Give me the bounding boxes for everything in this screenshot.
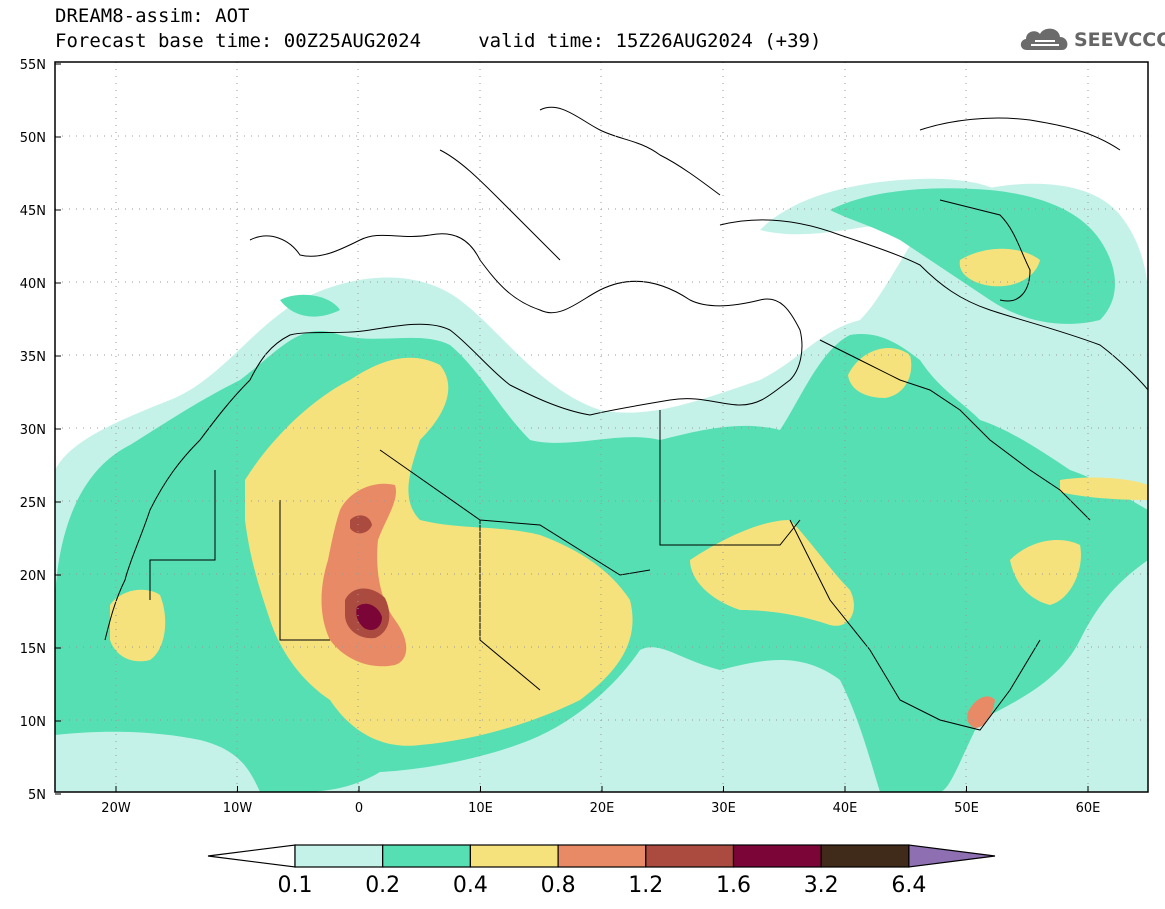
lon-label-0: 0 <box>355 801 363 816</box>
colorbar-label: 0.1 <box>278 873 313 898</box>
lat-label-25n: 25N <box>20 496 46 511</box>
colorbar-label: 6.4 <box>891 873 926 898</box>
lon-label-40e: 40E <box>833 801 858 816</box>
colorbar-swatch-2 <box>382 844 472 868</box>
logo-text: SEEVCCC <box>1074 29 1165 51</box>
aot-colorbar <box>207 844 996 868</box>
colorbar-swatch-4 <box>557 844 647 868</box>
lon-label-30e: 30E <box>711 801 736 816</box>
coastlines-and-borders <box>104 106 1148 731</box>
map-title: DREAM8-assim: AOT <box>55 5 250 27</box>
lon-label-10e: 10E <box>468 801 493 816</box>
lon-grid <box>115 62 1089 792</box>
aot-colorbar-labels: 0.1 0.2 0.4 0.8 1.2 1.6 3.2 6.4 <box>278 873 927 898</box>
lat-label-20n: 20N <box>20 569 46 584</box>
colorbar-label: 0.2 <box>365 873 400 898</box>
lat-label-10n: 10N <box>20 715 46 730</box>
colorbar-label: 1.6 <box>716 873 751 898</box>
aot-field <box>55 178 1148 792</box>
lon-label-60e: 60E <box>1076 801 1101 816</box>
lon-label-20w: 20W <box>101 801 131 816</box>
lat-label-45n: 45N <box>20 204 46 219</box>
seevccc-logo: SEEVCCC <box>1017 24 1165 60</box>
colorbar-swatch-5 <box>645 844 735 868</box>
lat-label-35n: 35N <box>20 350 46 365</box>
colorbar-label: 1.2 <box>628 873 663 898</box>
colorbar-label: 0.8 <box>541 873 576 898</box>
aot-band-1.6 <box>356 603 382 630</box>
colorbar-swatch-3 <box>469 844 559 868</box>
lat-label-50n: 50N <box>20 131 46 146</box>
lon-label-50e: 50E <box>954 801 979 816</box>
colorbar-swatch-7 <box>820 844 910 868</box>
lat-label-5n: 5N <box>28 788 46 803</box>
colorbar-swatch-1 <box>294 844 384 868</box>
colorbar-label: 3.2 <box>804 873 839 898</box>
cloud-icon <box>1020 28 1068 50</box>
lon-label-10w: 10W <box>223 801 253 816</box>
colorbar-over-arrow <box>908 844 996 868</box>
lat-label-30n: 30N <box>20 423 46 438</box>
latitude-labels: 55N 50N 45N 40N 35N 30N 25N 20N 15N 10N 5N <box>20 58 61 803</box>
lon-label-20e: 20E <box>590 801 615 816</box>
lat-label-55n: 55N <box>20 58 46 73</box>
longitude-labels: 20W 10W 0 10E 20E 30E 40E 50E 60E <box>101 786 1100 816</box>
forecast-time-info: Forecast base time: 00Z25AUG2024 valid t… <box>55 30 822 52</box>
colorbar-label: 0.4 <box>453 873 488 898</box>
lat-label-15n: 15N <box>20 642 46 657</box>
colorbar-under-arrow <box>207 844 296 868</box>
lat-label-40n: 40N <box>20 277 46 292</box>
colorbar-swatch-6 <box>732 844 822 868</box>
